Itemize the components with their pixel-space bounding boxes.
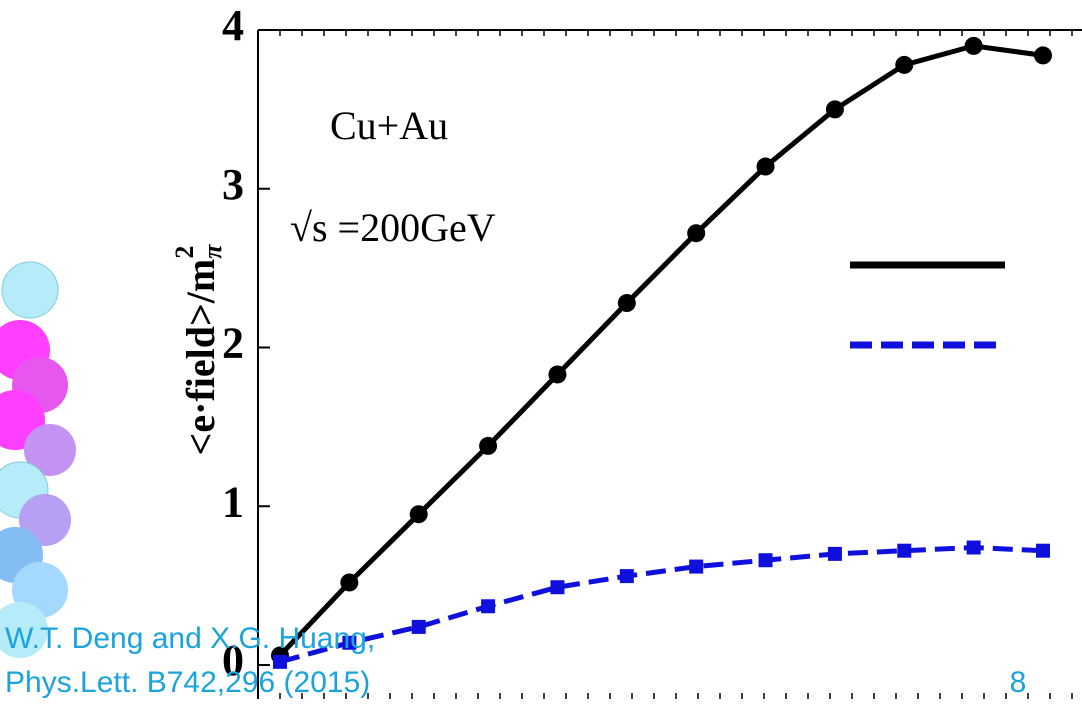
point: [617, 294, 636, 313]
point: [966, 540, 981, 555]
citation: W.T. Deng and X.G. Huang,: [5, 622, 375, 655]
page-number: 8: [1010, 666, 1027, 699]
y-tick-label: 3: [222, 160, 244, 209]
annotation: √s =200GeV: [290, 205, 496, 250]
point: [758, 553, 773, 568]
series-line: [278, 43, 1044, 658]
point: [273, 654, 287, 669]
annotation: Cu+Au: [330, 103, 448, 148]
series-line: [279, 545, 1044, 665]
point: [409, 505, 428, 524]
citation: Phys.Lett. B742,296 (2015): [5, 666, 370, 699]
y-axis-label: <e·field>/mπ2: [170, 244, 227, 456]
point: [619, 569, 634, 584]
point: [1036, 543, 1050, 558]
point: [342, 635, 357, 650]
y-tick-label: 1: [222, 477, 244, 526]
point: [340, 573, 359, 592]
point: [1034, 46, 1052, 65]
collision-illustration: [0, 261, 76, 658]
point: [825, 100, 844, 119]
y-label-sub: π: [198, 244, 227, 259]
y-tick-label: 2: [222, 319, 244, 368]
point: [550, 580, 565, 595]
y-label: <e·field>/m: [178, 259, 223, 456]
point: [411, 619, 426, 634]
y-tick-label: 4: [222, 1, 244, 50]
y-label-sup: 2: [170, 246, 199, 259]
svg-text:<e·field>/mπ2: <e·field>/mπ2: [170, 244, 227, 456]
point: [689, 559, 704, 574]
point: [756, 157, 775, 176]
point: [964, 36, 983, 55]
point: [479, 436, 498, 455]
point: [827, 546, 842, 561]
point: [687, 224, 706, 243]
point: [481, 599, 496, 614]
point: [897, 543, 912, 558]
point: [548, 365, 567, 384]
y-tick-label: 0: [222, 636, 244, 685]
point: [895, 55, 914, 74]
